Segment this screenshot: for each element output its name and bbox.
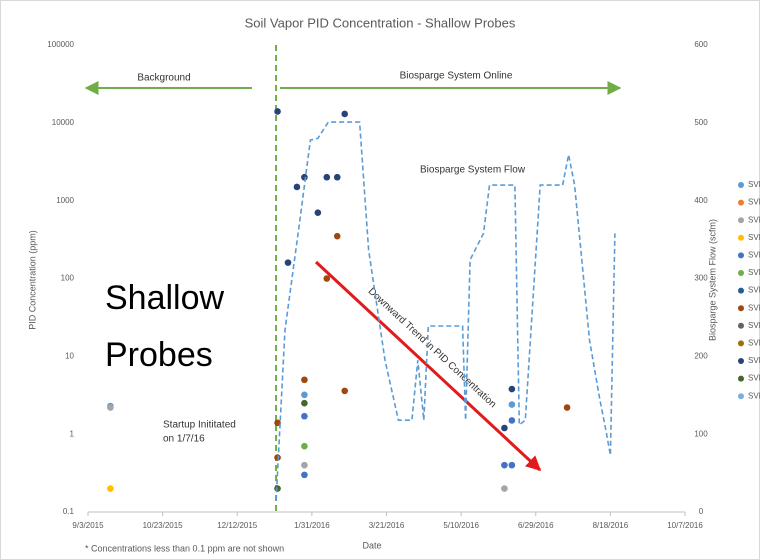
- point: [333, 173, 341, 181]
- legend-label: SVM: [748, 356, 760, 365]
- overlay-text: Shallow: [105, 279, 225, 317]
- point: [301, 461, 308, 469]
- legend-marker: [738, 305, 744, 312]
- chart-title: Soil Vapor PID Concentration - Shallow P…: [245, 15, 516, 30]
- point: [323, 275, 331, 282]
- legend-label: SVM: [748, 391, 760, 400]
- legend-marker: [738, 393, 744, 400]
- legend-marker: [738, 182, 744, 188]
- point: [563, 404, 571, 411]
- legend-label: SVM: [748, 374, 760, 383]
- point: [501, 485, 508, 492]
- point: [301, 391, 308, 399]
- y2-tick-label: 200: [694, 351, 708, 360]
- legend-label: SVM: [748, 233, 760, 242]
- legend-marker: [738, 375, 744, 382]
- point: [508, 461, 516, 469]
- point: [301, 442, 308, 450]
- legend-label: SVM: [748, 303, 760, 312]
- point: [284, 259, 292, 266]
- x-tick-label: 8/18/2016: [593, 521, 629, 530]
- legend-label: SVM: [748, 339, 760, 348]
- legend-label: SVM: [748, 321, 760, 330]
- y-axis-title: PID Concentration (ppm): [27, 230, 37, 330]
- x-tick-label: 6/29/2016: [518, 521, 554, 530]
- y-tick-label: 0.1: [63, 507, 75, 516]
- point: [341, 110, 349, 118]
- point: [293, 183, 301, 191]
- legend-label: SVM: [748, 180, 760, 189]
- y2-tick-label: 0: [699, 507, 704, 516]
- y-tick-label: 1000: [56, 196, 74, 205]
- x-tick-label: 1/31/2016: [294, 521, 330, 530]
- point: [314, 209, 322, 217]
- point: [301, 471, 308, 479]
- annotation: Downward Trend in PID Concentration: [366, 286, 498, 410]
- trend-arrow: [314, 260, 542, 472]
- x-tick-label: 10/7/2016: [667, 521, 703, 530]
- y-tick-label: 100000: [47, 40, 74, 49]
- x-tick-label: 10/23/2015: [143, 521, 184, 530]
- legend-label: SVM: [748, 198, 760, 207]
- point: [107, 404, 114, 411]
- point: [341, 387, 349, 395]
- y-tick-label: 1: [70, 429, 75, 438]
- overlay-text: Probes: [105, 336, 213, 374]
- legend-marker: [738, 234, 744, 241]
- point: [323, 173, 331, 181]
- legend-label: SVM: [748, 215, 760, 224]
- annotation: Biosparge System Online: [400, 71, 513, 82]
- annotation: Background: [137, 73, 190, 84]
- y-tick-label: 10000: [52, 118, 75, 127]
- y2-tick-label: 300: [694, 274, 708, 283]
- point: [501, 461, 508, 469]
- point: [274, 485, 281, 492]
- legend-label: SVM: [748, 286, 760, 295]
- point: [508, 417, 516, 424]
- overlay-bg: [100, 272, 265, 382]
- legend-marker: [738, 270, 744, 276]
- x-tick-label: 5/10/2016: [443, 521, 479, 530]
- y2-tick-label: 400: [694, 196, 708, 205]
- point: [508, 401, 516, 408]
- y2-tick-label: 100: [694, 429, 708, 438]
- legend-marker: [738, 199, 744, 206]
- point: [274, 108, 281, 115]
- y2-tick-label: 600: [694, 40, 708, 49]
- point: [274, 419, 281, 427]
- x-tick-label: 3/21/2016: [369, 521, 405, 530]
- x-tick-label: 9/3/2015: [72, 521, 104, 530]
- point: [301, 412, 308, 420]
- y-tick-label: 100: [61, 274, 75, 283]
- y-tick-label: 10: [65, 351, 74, 360]
- annotation: on 1/7/16: [163, 434, 205, 445]
- point: [301, 399, 308, 407]
- legend-marker: [738, 358, 744, 364]
- x-tick-label: 12/12/2015: [217, 521, 258, 530]
- legend-marker: [738, 287, 744, 294]
- y2-tick-label: 500: [694, 118, 708, 127]
- x-axis-title: Date: [362, 540, 381, 550]
- annotation: Startup Inititated: [163, 420, 236, 431]
- point: [508, 385, 516, 393]
- point: [333, 232, 341, 240]
- annotation: Biosparge System Flow: [420, 165, 526, 176]
- legend-label: SVM: [748, 251, 760, 260]
- y2-axis-title: Biosparge System Flow (scfm): [707, 219, 717, 341]
- footnote: * Concentrations less than 0.1 ppm are n…: [85, 543, 284, 553]
- legend-label: SVM: [748, 268, 760, 277]
- legend-marker: [738, 340, 744, 347]
- legend-marker: [738, 252, 744, 259]
- point: [107, 485, 114, 492]
- point: [501, 424, 508, 432]
- point: [301, 376, 308, 384]
- legend-marker: [738, 217, 744, 224]
- legend-marker: [738, 322, 744, 329]
